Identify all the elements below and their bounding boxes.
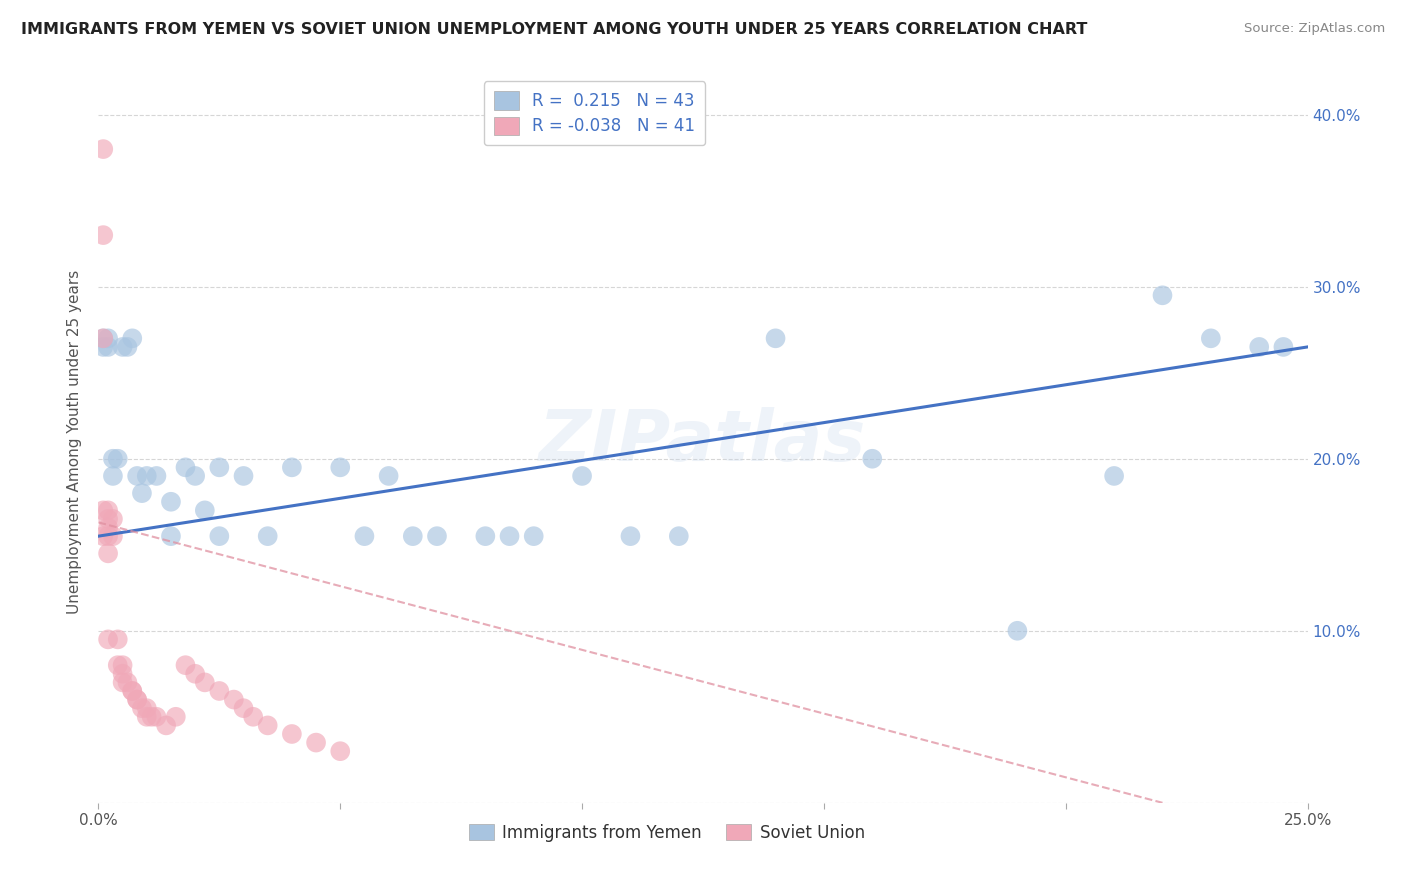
Point xyxy=(1272,340,1295,354)
Point xyxy=(97,340,120,354)
Point xyxy=(232,469,254,483)
Point xyxy=(97,331,120,345)
Point xyxy=(208,684,231,698)
Point xyxy=(222,692,245,706)
Point xyxy=(107,632,129,647)
Text: Source: ZipAtlas.com: Source: ZipAtlas.com xyxy=(1244,22,1385,36)
Point xyxy=(256,529,278,543)
Point xyxy=(426,529,449,543)
Point xyxy=(194,675,217,690)
Point xyxy=(160,529,183,543)
Point xyxy=(127,692,149,706)
Point xyxy=(107,451,129,466)
Point xyxy=(111,675,134,690)
Point xyxy=(281,460,304,475)
Point xyxy=(145,710,167,724)
Point xyxy=(353,529,375,543)
Point xyxy=(1102,469,1125,483)
Point xyxy=(571,469,593,483)
Point xyxy=(184,666,207,681)
Text: IMMIGRANTS FROM YEMEN VS SOVIET UNION UNEMPLOYMENT AMONG YOUTH UNDER 25 YEARS CO: IMMIGRANTS FROM YEMEN VS SOVIET UNION UN… xyxy=(21,22,1087,37)
Point xyxy=(91,503,114,517)
Point xyxy=(498,529,520,543)
Y-axis label: Unemployment Among Youth under 25 years: Unemployment Among Youth under 25 years xyxy=(67,269,83,614)
Point xyxy=(101,451,124,466)
Point xyxy=(111,340,134,354)
Point xyxy=(329,460,352,475)
Point xyxy=(194,503,217,517)
Point xyxy=(619,529,641,543)
Point xyxy=(101,469,124,483)
Point xyxy=(145,469,167,483)
Point xyxy=(121,684,143,698)
Point xyxy=(135,710,157,724)
Point xyxy=(127,692,149,706)
Point xyxy=(97,520,120,534)
Point xyxy=(174,658,197,673)
Point xyxy=(1007,624,1029,638)
Point xyxy=(111,658,134,673)
Point xyxy=(117,675,139,690)
Point xyxy=(256,718,278,732)
Point xyxy=(1152,288,1174,302)
Point xyxy=(141,710,163,724)
Point xyxy=(91,331,114,345)
Point xyxy=(135,469,157,483)
Point xyxy=(131,486,153,500)
Point xyxy=(101,529,124,543)
Point xyxy=(107,658,129,673)
Point xyxy=(97,632,120,647)
Point xyxy=(184,469,207,483)
Point xyxy=(91,142,114,156)
Point xyxy=(329,744,352,758)
Point xyxy=(165,710,187,724)
Point xyxy=(97,546,120,560)
Point xyxy=(101,512,124,526)
Point xyxy=(117,340,139,354)
Point xyxy=(860,451,883,466)
Point xyxy=(402,529,425,543)
Point xyxy=(111,666,134,681)
Point xyxy=(1249,340,1271,354)
Legend: Immigrants from Yemen, Soviet Union: Immigrants from Yemen, Soviet Union xyxy=(461,817,872,848)
Point xyxy=(91,340,114,354)
Point xyxy=(91,228,114,243)
Point xyxy=(97,503,120,517)
Point xyxy=(668,529,690,543)
Point xyxy=(131,701,153,715)
Text: ZIPatlas: ZIPatlas xyxy=(540,407,866,476)
Point xyxy=(97,529,120,543)
Point xyxy=(474,529,496,543)
Point xyxy=(174,460,197,475)
Point xyxy=(127,469,149,483)
Point xyxy=(281,727,304,741)
Point xyxy=(208,460,231,475)
Point xyxy=(377,469,399,483)
Point xyxy=(121,331,143,345)
Point xyxy=(232,701,254,715)
Point xyxy=(1199,331,1222,345)
Point xyxy=(121,684,143,698)
Point xyxy=(765,331,787,345)
Point xyxy=(305,735,328,749)
Point xyxy=(523,529,546,543)
Point xyxy=(135,701,157,715)
Point xyxy=(97,512,120,526)
Point xyxy=(91,331,114,345)
Point xyxy=(208,529,231,543)
Point xyxy=(160,494,183,508)
Point xyxy=(91,529,114,543)
Point xyxy=(242,710,264,724)
Point xyxy=(155,718,177,732)
